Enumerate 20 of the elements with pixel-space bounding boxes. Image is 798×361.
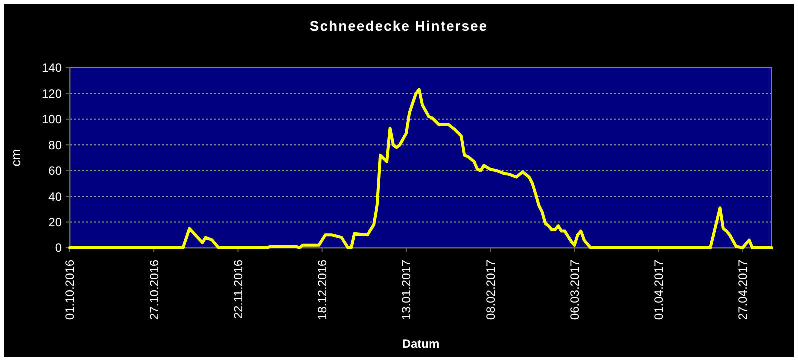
y-tick-label: 140: [42, 61, 62, 76]
y-tick-label: 20: [48, 215, 62, 230]
x-tick-label: 27.04.2017: [736, 260, 750, 320]
y-tick-label: 100: [42, 112, 62, 127]
x-tick-label: 01.10.2016: [63, 260, 78, 320]
y-tick-label: 120: [42, 86, 62, 101]
y-tick-label: 80: [48, 138, 62, 152]
x-tick-label: 01.04.2017: [652, 260, 666, 320]
chart-title: Schneedecke Hintersee: [310, 18, 488, 34]
x-tick-label: 06.03.2017: [568, 260, 582, 320]
y-tick-label: 40: [48, 190, 62, 204]
x-tick-label: 18.12.2016: [316, 260, 330, 320]
y-tick-label: 0: [55, 241, 62, 256]
x-axis-title: Datum: [402, 337, 440, 351]
x-tick-label: 13.01.2017: [400, 260, 414, 320]
y-tick-label: 60: [48, 164, 62, 178]
x-tick-label: 27.10.2016: [147, 260, 162, 320]
x-tick-label: 22.11.2016: [231, 260, 246, 320]
y-axis-title: cm: [8, 149, 24, 167]
x-tick-label: 08.02.2017: [484, 260, 498, 320]
